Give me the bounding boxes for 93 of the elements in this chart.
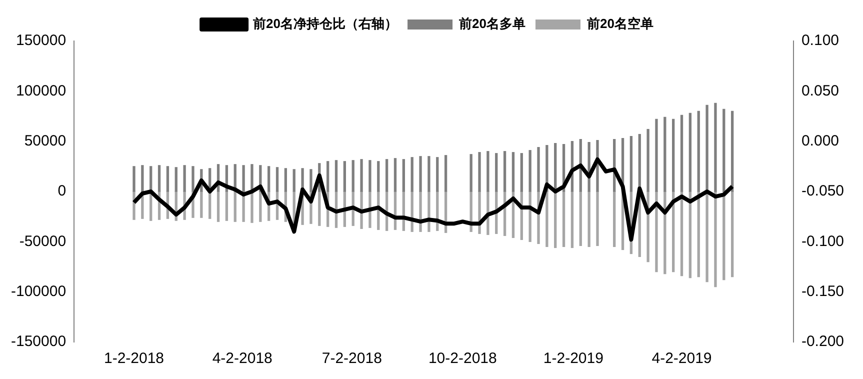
bar: [410, 157, 414, 192]
bar: [166, 166, 170, 192]
legend-label: 前20名空单: [586, 16, 654, 32]
bar: [546, 191, 548, 248]
bar: [132, 191, 136, 220]
bar: [318, 191, 321, 226]
y-tick-label: -100000: [10, 282, 66, 300]
bar: [436, 157, 439, 192]
bar: [537, 147, 540, 192]
bar: [360, 159, 363, 192]
bar: [444, 155, 448, 192]
bar: [216, 191, 220, 222]
bar: [495, 153, 498, 192]
x-tick-label: 1-2-2019: [543, 350, 604, 368]
bar: [706, 104, 708, 192]
bar: [503, 151, 506, 192]
bar: [292, 169, 296, 192]
bar: [596, 191, 599, 246]
bar: [655, 191, 658, 272]
legend-label: 前20名净持仓比（右轴）: [252, 16, 398, 32]
bar: [672, 118, 675, 192]
bar: [688, 112, 692, 192]
bar: [385, 159, 388, 192]
bar: [579, 191, 582, 246]
bar: [680, 114, 684, 192]
bar: [428, 156, 430, 192]
bar: [714, 191, 717, 288]
bar: [368, 160, 372, 192]
bar: [512, 152, 515, 192]
y2-tick-label: 0.100: [801, 32, 840, 50]
y2-tick-label: -0.050: [801, 182, 844, 200]
bar: [377, 161, 380, 192]
y-tick-label: -150000: [10, 333, 66, 350]
x-tick-label: 4-2-2018: [212, 350, 272, 368]
bar: [352, 160, 354, 192]
bar: [326, 161, 330, 192]
x-tick-label: 1-2-2018: [104, 350, 164, 368]
bar: [402, 159, 405, 192]
bar: [630, 136, 633, 192]
bar: [132, 166, 136, 192]
y2-tick-label: -0.150: [801, 282, 844, 300]
y-tick-label: 100000: [16, 82, 66, 100]
x-tick-label: 10-2-2018: [428, 350, 497, 368]
bar: [242, 165, 245, 192]
y2-tick-label: -0.200: [801, 333, 844, 350]
bar: [310, 169, 312, 192]
bar: [528, 191, 532, 242]
bar: [234, 191, 236, 222]
y2-tick-label: 0.000: [801, 132, 840, 150]
bar: [158, 165, 161, 192]
bar: [419, 156, 422, 192]
y2-tick-label: -0.100: [801, 232, 844, 250]
bar: [655, 118, 658, 192]
bar: [722, 108, 726, 192]
bar: [478, 152, 481, 192]
bar: [259, 191, 262, 222]
bar: [343, 161, 346, 192]
legend-label: 前20名多单: [458, 16, 526, 32]
bar: [284, 168, 288, 192]
bar: [714, 102, 717, 192]
bar: [394, 158, 397, 192]
bar: [613, 191, 616, 248]
x-tick-label: 7-2-2018: [322, 350, 382, 368]
bar: [730, 191, 734, 278]
bar: [250, 164, 254, 192]
bar: [470, 154, 472, 192]
y-tick-label: -50000: [19, 232, 66, 250]
x-tick-label: 4-2-2019: [652, 350, 712, 368]
bar: [183, 165, 186, 192]
bar: [486, 151, 490, 192]
bar: [730, 110, 734, 192]
bar: [334, 160, 338, 192]
bar: [250, 191, 254, 223]
bar: [646, 128, 650, 192]
bar: [588, 191, 590, 248]
y-tick-label: 150000: [16, 32, 66, 50]
bar: [141, 165, 144, 192]
bar: [200, 191, 203, 218]
bar: [528, 150, 532, 192]
bar: [174, 167, 178, 192]
bar: [276, 167, 279, 192]
bar: [554, 191, 557, 248]
bar: [664, 116, 666, 192]
bar: [697, 110, 700, 192]
bar: [225, 191, 228, 221]
y2-tick-label: 0.050: [801, 82, 840, 100]
bar: [570, 191, 574, 248]
bar: [268, 166, 270, 192]
bar: [192, 166, 194, 192]
y-tick-label: 50000: [24, 132, 66, 150]
bar: [520, 153, 523, 192]
bar: [562, 191, 566, 248]
y-tick-label: 0: [58, 182, 66, 200]
